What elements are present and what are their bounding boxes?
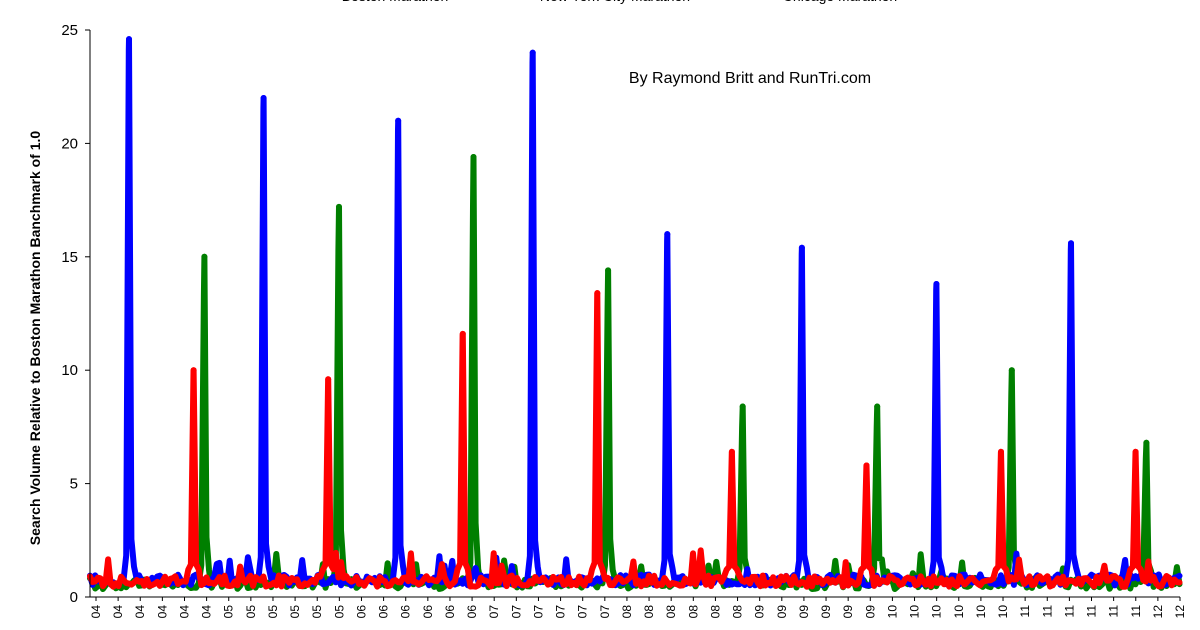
x-tick-label: 09 — [775, 605, 789, 619]
x-tick-label: 07 — [509, 605, 523, 619]
x-tick-label: 09 — [841, 605, 855, 619]
x-tick-label: 12 — [1173, 605, 1187, 619]
x-tick-label: 10 — [885, 605, 899, 619]
x-tick-label: 11 — [1107, 605, 1121, 618]
x-tick-label: 12 — [1151, 605, 1165, 619]
data-point-chicago-marathon — [1143, 439, 1150, 446]
y-tick-label: 25 — [61, 22, 78, 39]
x-tick-label: 10 — [930, 605, 944, 619]
x-tick-label: 07 — [598, 605, 612, 619]
x-tick-label: 07 — [576, 605, 590, 619]
x-tick-label: 06 — [421, 605, 435, 619]
data-point-boston-marathon — [798, 244, 805, 251]
data-point-chicago-marathon — [874, 403, 881, 410]
legend: Boston Marathon New York City Marathon Chi… — [342, 0, 898, 4]
x-tick-label: 08 — [731, 605, 745, 619]
x-tick-label: 08 — [642, 605, 656, 619]
data-point-new-york-city-marathon — [998, 448, 1005, 455]
data-point-new-york-city-marathon — [594, 290, 601, 297]
chart-annotation: By Raymond Britt and RunTri.com — [629, 70, 871, 87]
data-point-chicago-marathon — [1008, 367, 1015, 374]
x-tick-label: 09 — [797, 605, 811, 619]
y-axis-label: Search Volume Relative to Boston Maratho… — [27, 131, 43, 546]
x-tick-label: 06 — [377, 605, 391, 619]
data-point-new-york-city-marathon — [728, 448, 735, 455]
x-tick-label: 05 — [266, 605, 280, 619]
x-tick-label: 11 — [1018, 605, 1032, 618]
x-tick-label: 07 — [487, 605, 501, 619]
x-tick-label: 04 — [155, 605, 169, 619]
y-tick-label: 5 — [70, 476, 78, 493]
x-tick-label: 11 — [1062, 605, 1076, 618]
x-tick-label: 05 — [222, 605, 236, 619]
data-point-chicago-marathon — [335, 203, 342, 210]
data-point-new-york-city-marathon — [863, 462, 870, 469]
data-point-chicago-marathon — [739, 403, 746, 410]
series-lines — [87, 36, 1183, 592]
x-tick-label: 05 — [310, 605, 324, 619]
data-point-boston-marathon — [933, 281, 940, 288]
x-axis-ticks: 04 04 04 04 04 04 05 05 05 05 05 05 06 06 06 06 06 06 07 07… — [89, 597, 1187, 618]
series-line-chicago-marathon — [87, 154, 1183, 592]
x-tick-label: 06 — [443, 605, 457, 619]
data-point-boston-marathon — [126, 36, 133, 43]
x-tick-label: 06 — [465, 605, 479, 619]
data-point-boston-marathon — [395, 117, 402, 124]
x-tick-label: 07 — [531, 605, 545, 619]
x-tick-label: 08 — [664, 605, 678, 619]
x-tick-label: 05 — [288, 605, 302, 619]
x-tick-label: 10 — [974, 605, 988, 619]
legend-entry: Chicago Marathon — [783, 0, 897, 4]
x-tick-label: 09 — [753, 605, 767, 619]
x-tick-label: 09 — [863, 605, 877, 619]
x-tick-label: 11 — [1129, 605, 1143, 618]
x-tick-label: 04 — [133, 605, 147, 619]
data-point-boston-marathon — [1068, 240, 1074, 247]
data-point-boston-marathon — [664, 231, 671, 238]
x-tick-label: 09 — [819, 605, 833, 619]
data-point-new-york-city-marathon — [1132, 448, 1139, 455]
legend-entry: Boston Marathon — [342, 0, 449, 4]
x-tick-label: 10 — [952, 605, 966, 619]
x-tick-label: 04 — [200, 605, 214, 619]
legend-entry: New York City Marathon — [540, 0, 690, 4]
x-tick-label: 04 — [89, 605, 103, 619]
data-point-boston-marathon — [529, 49, 536, 56]
x-tick-label: 06 — [354, 605, 368, 619]
data-point-new-york-city-marathon — [459, 330, 466, 337]
data-point-new-york-city-marathon — [325, 376, 332, 383]
data-point-chicago-marathon — [201, 253, 208, 260]
x-tick-label: 04 — [111, 605, 125, 619]
y-tick-label: 0 — [70, 589, 78, 606]
x-tick-label: 05 — [244, 605, 258, 619]
data-point-chicago-marathon — [605, 267, 612, 274]
y-tick-label: 20 — [61, 135, 78, 152]
y-tick-label: 15 — [61, 249, 78, 266]
x-tick-label: 10 — [996, 605, 1010, 619]
y-axis-ticks: 0 5 10 15 20 25 — [61, 22, 90, 606]
series-line-new-york-city-marathon — [87, 290, 1183, 590]
data-point-boston-marathon — [260, 95, 267, 102]
x-tick-label: 07 — [554, 605, 568, 619]
axes — [89, 30, 1180, 598]
x-tick-label: 08 — [620, 605, 634, 619]
x-tick-label: 11 — [1040, 605, 1054, 618]
x-tick-label: 05 — [332, 605, 346, 619]
x-tick-label: 08 — [708, 605, 722, 619]
x-tick-label: 06 — [399, 605, 413, 619]
x-tick-label: 04 — [177, 605, 191, 619]
x-tick-label: 08 — [686, 605, 700, 619]
x-tick-label: 10 — [908, 605, 922, 619]
data-point-chicago-marathon — [470, 154, 477, 161]
x-tick-label: 11 — [1085, 605, 1099, 618]
data-point-new-york-city-marathon — [190, 367, 197, 374]
y-tick-label: 10 — [61, 362, 78, 379]
